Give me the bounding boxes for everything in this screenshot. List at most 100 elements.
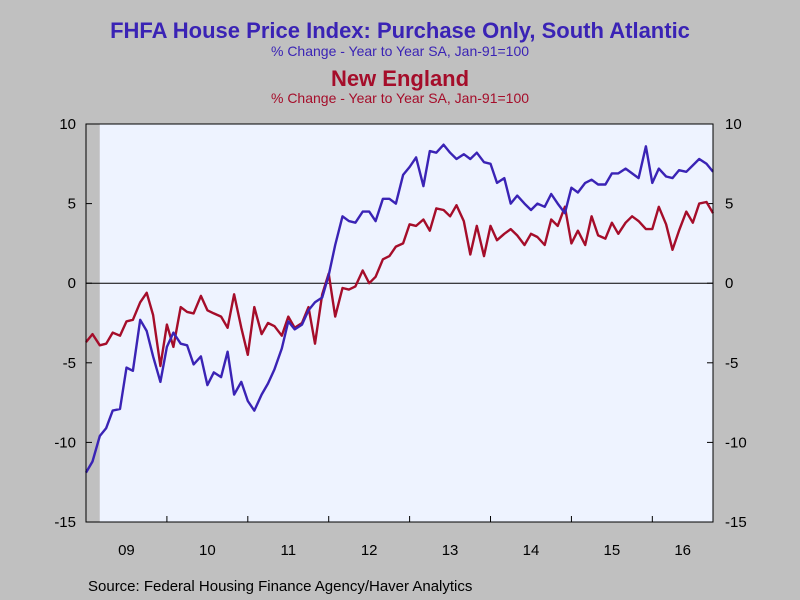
data-point (556, 202, 558, 204)
data-point (105, 342, 107, 344)
data-point (273, 368, 275, 370)
data-point (577, 229, 579, 231)
data-point (361, 269, 363, 271)
data-point (125, 320, 127, 322)
data-point (402, 242, 404, 244)
y-tick-label-left: -5 (63, 355, 76, 372)
data-point (159, 365, 161, 367)
data-point (692, 222, 694, 224)
data-point (334, 244, 336, 246)
data-point (328, 274, 330, 276)
data-point (442, 209, 444, 211)
data-point (247, 354, 249, 356)
data-point (172, 331, 174, 333)
y-tick-label-left: -10 (54, 434, 76, 451)
data-point (354, 285, 356, 287)
data-point (226, 327, 228, 329)
data-point (455, 158, 457, 160)
data-point (314, 342, 316, 344)
data-point (99, 435, 101, 437)
data-point (125, 366, 127, 368)
data-point (530, 209, 532, 211)
data-point (368, 282, 370, 284)
data-point (294, 328, 296, 330)
data-point (496, 239, 498, 241)
y-tick-label-right: -10 (725, 434, 747, 451)
data-point (166, 323, 168, 325)
data-point (665, 175, 667, 177)
data-point (354, 222, 356, 224)
data-point (523, 244, 525, 246)
data-point (624, 222, 626, 224)
data-point (658, 167, 660, 169)
chart-title: FHFA House Price Index: Purchase Only, S… (110, 18, 690, 43)
data-point (240, 327, 242, 329)
y-tick-label-right: 5 (725, 196, 733, 213)
data-point (213, 371, 215, 373)
data-point (132, 370, 134, 372)
data-point (469, 158, 471, 160)
data-point (152, 314, 154, 316)
data-point (247, 400, 249, 402)
data-point (597, 234, 599, 236)
data-point (584, 244, 586, 246)
data-point (321, 296, 323, 298)
y-tick-label-right: -15 (725, 514, 747, 531)
chart-subtitle: % Change - Year to Year SA, Jan-91=100 (270, 43, 530, 59)
data-point (388, 198, 390, 200)
data-point (374, 276, 376, 278)
data-point (550, 193, 552, 195)
data-point (395, 202, 397, 204)
data-point (536, 236, 538, 238)
data-point (200, 355, 202, 357)
recession-shading (86, 124, 100, 522)
data-point (503, 233, 505, 235)
data-point (597, 183, 599, 185)
plot-area (85, 123, 714, 523)
data-point (698, 202, 700, 204)
data-point (678, 169, 680, 171)
data-point (382, 258, 384, 260)
data-point (463, 220, 465, 222)
data-point (590, 179, 592, 181)
data-point (220, 376, 222, 378)
data-point (516, 194, 518, 196)
data-point (334, 315, 336, 317)
data-point (281, 347, 283, 349)
data-point (570, 186, 572, 188)
y-tick-label-right: 0 (725, 275, 733, 292)
data-point (671, 249, 673, 251)
data-point (611, 222, 613, 224)
data-point (273, 325, 275, 327)
data-point (240, 381, 242, 383)
data-point (382, 198, 384, 200)
data-point (307, 309, 309, 311)
data-point (314, 301, 316, 303)
y-tick-label-right: -5 (725, 355, 738, 372)
data-point (111, 331, 113, 333)
data-point (408, 166, 410, 168)
data-point (368, 210, 370, 212)
data-point (584, 182, 586, 184)
data-point (253, 306, 255, 308)
data-point (523, 202, 525, 204)
data-point (476, 151, 478, 153)
x-tick-label: 14 (523, 542, 540, 559)
data-point (550, 218, 552, 220)
data-point (536, 202, 538, 204)
data-point (172, 346, 174, 348)
series-south-atlantic (84, 143, 714, 474)
data-point (435, 151, 437, 153)
data-point (233, 293, 235, 295)
y-tick-label-left: -15 (54, 514, 76, 531)
recession-band (86, 124, 100, 522)
data-point (200, 295, 202, 297)
data-point (111, 409, 113, 411)
data-point (510, 202, 512, 204)
x-tick-label: 12 (361, 542, 378, 559)
data-point (422, 218, 424, 220)
data-point (99, 344, 101, 346)
data-point (544, 244, 546, 246)
data-point (678, 229, 680, 231)
data-point (449, 215, 451, 217)
